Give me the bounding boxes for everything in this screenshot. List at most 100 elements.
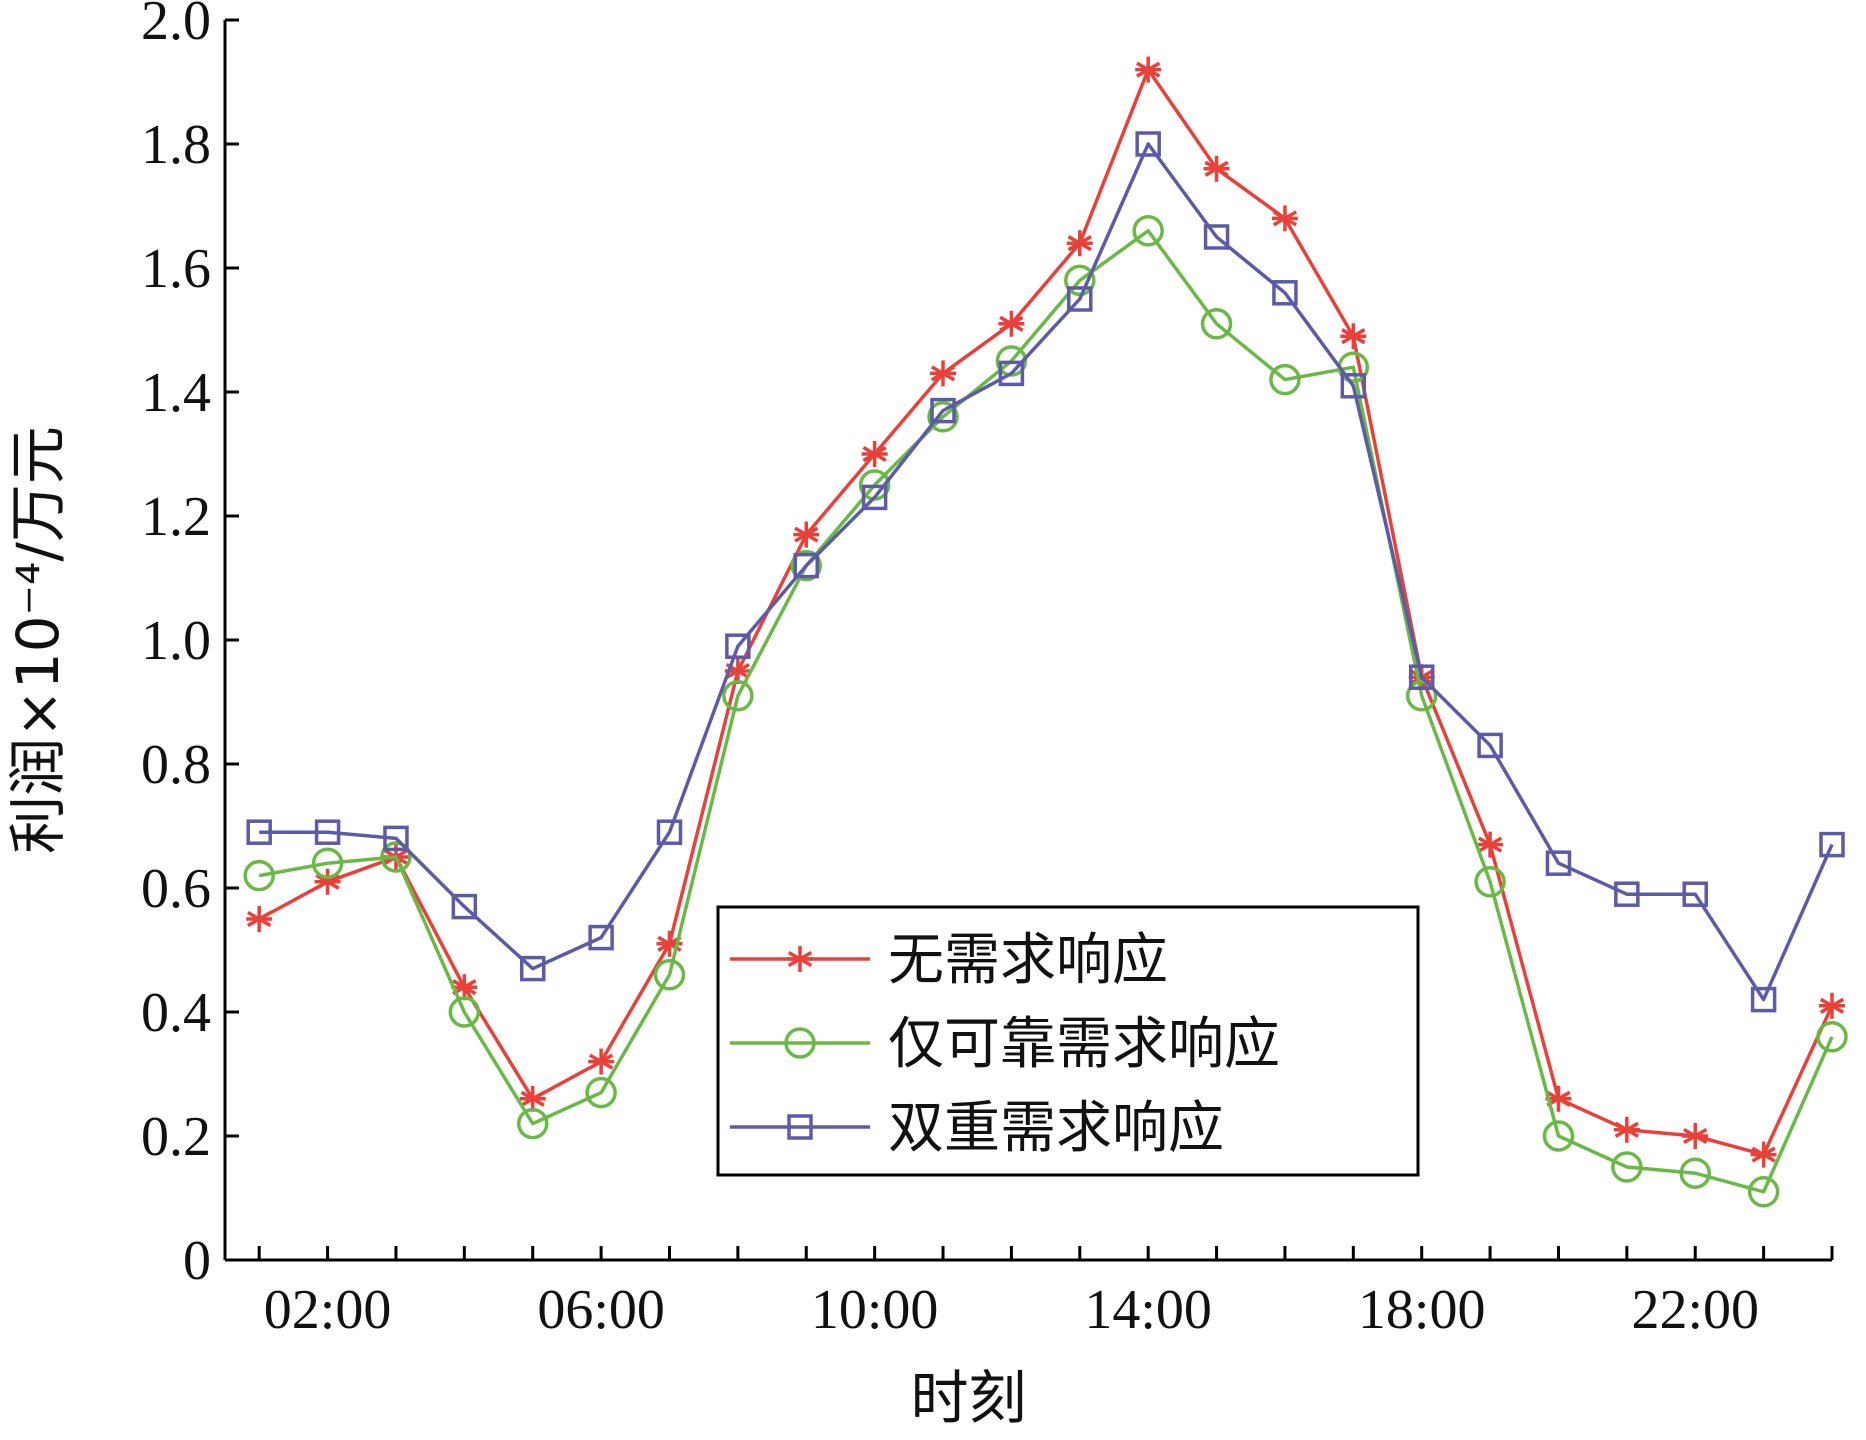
data-point xyxy=(1750,1141,1777,1168)
y-tick-label: 1.4 xyxy=(141,362,211,424)
data-point xyxy=(1611,1151,1643,1183)
data-point xyxy=(1200,308,1233,340)
data-point xyxy=(588,1048,615,1075)
data-point xyxy=(998,310,1025,337)
data-point xyxy=(1819,992,1845,1019)
series-2 xyxy=(243,215,1848,1208)
data-point xyxy=(1203,224,1230,250)
data-point xyxy=(1271,205,1298,232)
data-point xyxy=(311,847,344,879)
data-point xyxy=(1340,323,1367,350)
legend-box xyxy=(716,905,1420,1177)
data-point xyxy=(1203,155,1230,182)
y-tick-label: 1.0 xyxy=(141,610,211,672)
tick-labels: 0 0.2 0.4 0.6 0.8 1.0 1.2 1.4 1.6 1.8 2.0 02:00 06:0… xyxy=(141,0,1759,1341)
data-point xyxy=(998,360,1025,387)
data-point xyxy=(1542,1120,1575,1152)
data-point xyxy=(793,521,820,548)
legend-marker xyxy=(787,946,813,972)
data-point xyxy=(656,819,683,845)
y-tick-label: 0.8 xyxy=(141,734,211,796)
data-point xyxy=(1545,850,1572,876)
data-point xyxy=(861,441,888,467)
data-point xyxy=(1477,732,1503,759)
data-point xyxy=(1405,680,1438,712)
data-point xyxy=(725,633,751,659)
x-tick-label: 06:00 xyxy=(537,1279,665,1341)
data-point xyxy=(1474,866,1506,898)
data-point xyxy=(314,868,341,895)
y-tick-label: 0 xyxy=(183,1230,211,1292)
data-point xyxy=(1819,831,1845,858)
data-point xyxy=(1816,1021,1848,1053)
y-tick-label: 0.6 xyxy=(141,858,211,920)
legend-item: 双重需求响应 xyxy=(730,1096,1224,1161)
x-tick-label: 14:00 xyxy=(1084,1279,1212,1341)
data-point xyxy=(246,906,273,932)
data-point xyxy=(1269,363,1301,396)
data-point xyxy=(519,955,546,982)
data-point xyxy=(1135,131,1161,157)
data-point xyxy=(380,841,412,873)
data-point xyxy=(1477,831,1504,858)
data-point xyxy=(1067,286,1093,312)
data-point xyxy=(585,1076,617,1109)
data-point xyxy=(790,549,823,582)
y-axis-title: 利润×10⁻⁴/万元 xyxy=(4,426,72,854)
legend-marker xyxy=(787,1114,813,1140)
data-point xyxy=(246,819,272,845)
axes xyxy=(223,18,1834,1262)
data-point xyxy=(1135,56,1162,83)
series-1 xyxy=(246,56,1845,1168)
data-point xyxy=(930,360,957,387)
data-point xyxy=(448,996,481,1028)
y-tick-label: 0.2 xyxy=(141,1106,211,1168)
data-point xyxy=(516,1107,549,1140)
data-point xyxy=(793,552,820,579)
data-point xyxy=(314,819,341,845)
legend-marker xyxy=(784,1027,816,1059)
data-point xyxy=(722,680,754,712)
data-point xyxy=(1132,215,1164,247)
data-point xyxy=(930,397,956,424)
data-point xyxy=(1682,1123,1709,1149)
y-tick-label: 1.8 xyxy=(141,114,211,176)
data-point xyxy=(653,959,686,991)
data-point xyxy=(1408,664,1435,690)
y-tick-label: 1.6 xyxy=(141,238,211,300)
data-point xyxy=(927,401,959,433)
x-tick-label: 02:00 xyxy=(264,1279,392,1341)
legend-item: 仅可靠需求响应 xyxy=(730,1012,1280,1077)
series-layer xyxy=(243,56,1848,1208)
data-point xyxy=(451,893,478,920)
series-3 xyxy=(246,131,1845,1013)
y-tick-label: 0.4 xyxy=(141,982,211,1044)
legend-label: 仅可靠需求响应 xyxy=(888,1012,1280,1077)
y-tick-label: 2.0 xyxy=(141,0,211,52)
y-tick-label: 1.2 xyxy=(141,486,211,548)
data-point xyxy=(1682,881,1708,907)
data-point xyxy=(1340,373,1367,399)
x-tick-label: 10:00 xyxy=(811,1279,939,1341)
legend-label: 双重需求响应 xyxy=(888,1096,1224,1161)
legend-label: 无需求响应 xyxy=(888,928,1168,993)
series-line xyxy=(259,142,1834,1002)
legend-item: 无需求响应 xyxy=(730,928,1168,993)
x-tick-label: 18:00 xyxy=(1358,1279,1486,1341)
data-point xyxy=(383,825,409,852)
data-point xyxy=(1614,881,1640,907)
data-point xyxy=(861,484,888,511)
data-point xyxy=(1064,264,1096,297)
data-point xyxy=(1679,1157,1711,1189)
data-point xyxy=(1272,280,1298,306)
data-point xyxy=(243,859,275,892)
data-point xyxy=(588,924,614,951)
data-point xyxy=(1747,1176,1780,1208)
x-axis-title: 时刻 xyxy=(910,1364,1026,1432)
data-point xyxy=(1750,986,1777,1013)
data-point xyxy=(1066,230,1093,257)
data-point xyxy=(1613,1116,1640,1143)
x-tick-label: 22:00 xyxy=(1631,1279,1759,1341)
